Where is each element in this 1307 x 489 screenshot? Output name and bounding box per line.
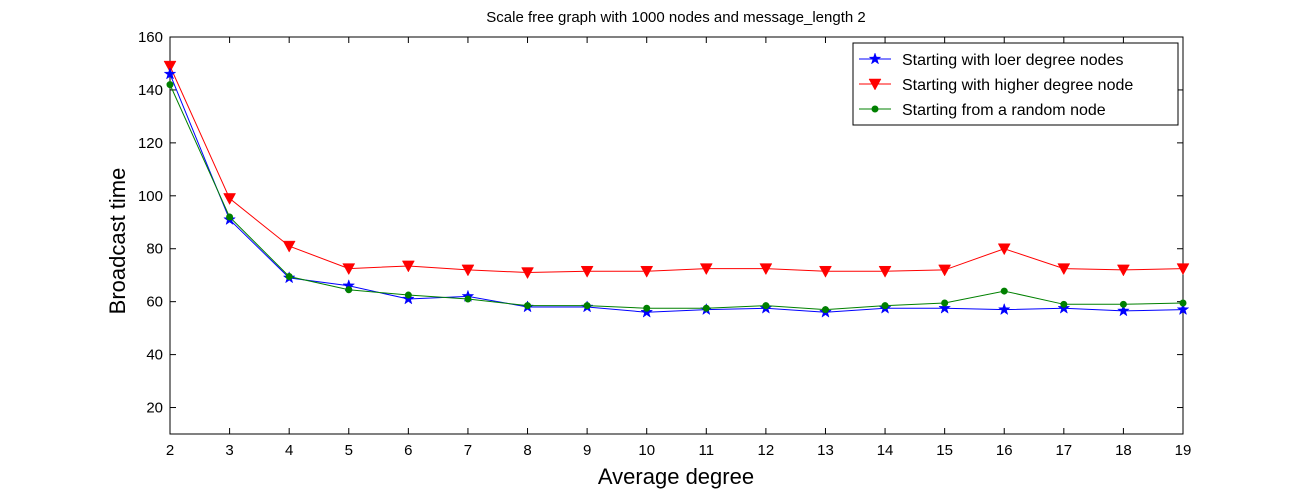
data-point: [461, 264, 475, 277]
data-point: [163, 60, 177, 73]
data-point: [702, 304, 710, 312]
legend-label: Starting from a random node: [902, 102, 1106, 119]
data-point: [345, 286, 353, 294]
x-tick-label: 8: [523, 442, 531, 459]
y-tick-label: 20: [146, 400, 163, 417]
x-tick-label: 19: [1175, 442, 1192, 459]
y-axis-label: Broadcast time: [105, 168, 130, 315]
data-point: [762, 302, 770, 310]
data-point: [643, 304, 651, 312]
data-point: [1116, 264, 1130, 277]
x-tick-label: 10: [638, 442, 655, 459]
y-tick-label: 140: [138, 82, 163, 99]
series-2: [166, 81, 1187, 314]
data-point: [282, 240, 296, 253]
data-point: [997, 243, 1011, 256]
data-point: [1000, 287, 1008, 295]
data-point: [580, 265, 594, 278]
data-point: [404, 291, 412, 299]
x-tick-label: 15: [936, 442, 953, 459]
x-tick-label: 6: [404, 442, 412, 459]
x-axis: 2 3 4 5 6 7 8 9 10 11 12 13 14 15 16 17 18 19: [166, 37, 1192, 459]
data-point: [583, 302, 591, 310]
x-tick-label: 13: [817, 442, 834, 459]
x-tick-label: 5: [345, 442, 353, 459]
legend-label: Starting with loer degree nodes: [902, 52, 1123, 69]
legend-marker: [871, 105, 879, 113]
legend-box: [852, 42, 1179, 126]
y-axis: 20 40 60 80 100 120 140 160: [138, 29, 1183, 417]
legend-marker: [868, 78, 882, 91]
x-tick-label: 17: [1055, 442, 1072, 459]
x-tick-label: 14: [877, 442, 894, 459]
legend-marker: [868, 52, 882, 65]
data-point: [1179, 299, 1187, 307]
data-point: [640, 265, 654, 278]
data-point: [401, 260, 415, 273]
data-point: [938, 301, 952, 314]
data-point: [285, 273, 293, 281]
data-point: [1119, 300, 1127, 308]
data-point: [163, 67, 177, 80]
series-1: [163, 60, 1190, 280]
x-tick-label: 18: [1115, 442, 1132, 459]
x-tick-label: 16: [996, 442, 1013, 459]
data-point: [878, 265, 892, 278]
x-tick-label: 9: [583, 442, 591, 459]
data-point: [699, 263, 713, 276]
y-tick-label: 80: [146, 241, 163, 258]
data-point: [759, 263, 773, 276]
data-point: [1176, 302, 1190, 316]
x-tick-label: 3: [225, 442, 233, 459]
series-layer: [163, 60, 1190, 318]
data-point: [1176, 263, 1190, 276]
data-point: [997, 302, 1011, 316]
data-point: [464, 295, 472, 303]
data-point: [521, 267, 534, 280]
data-point: [342, 263, 356, 276]
x-tick-label: 11: [699, 442, 715, 459]
y-tick-label: 40: [146, 347, 163, 364]
chart-title: Scale free graph with 1000 nodes and mes…: [486, 9, 865, 26]
data-point: [1116, 304, 1130, 317]
data-point: [938, 264, 952, 277]
data-point: [524, 302, 532, 310]
series-line: [169, 73, 1184, 313]
x-axis-label: Average degree: [598, 464, 754, 489]
series-line: [169, 65, 1184, 274]
data-point: [821, 306, 829, 314]
y-tick-label: 60: [146, 294, 163, 311]
x-tick-label: 12: [758, 442, 775, 459]
data-point: [819, 265, 832, 278]
data-point: [226, 213, 234, 221]
series-line: [169, 84, 1184, 311]
x-tick-label: 7: [464, 442, 472, 459]
y-tick-label: 120: [138, 135, 163, 152]
y-tick-label: 160: [138, 29, 163, 46]
data-point: [1057, 263, 1071, 276]
x-tick-label: 2: [166, 442, 174, 459]
x-tick-label: 4: [285, 442, 293, 459]
data-point: [223, 193, 237, 205]
y-tick-label: 100: [138, 188, 163, 205]
legend: Starting with loer degree nodes Starting …: [852, 42, 1179, 126]
data-point: [1060, 300, 1068, 308]
data-point: [166, 81, 174, 89]
legend-label: Starting with higher degree node: [902, 77, 1133, 94]
data-point: [941, 299, 949, 307]
data-point: [881, 302, 889, 310]
